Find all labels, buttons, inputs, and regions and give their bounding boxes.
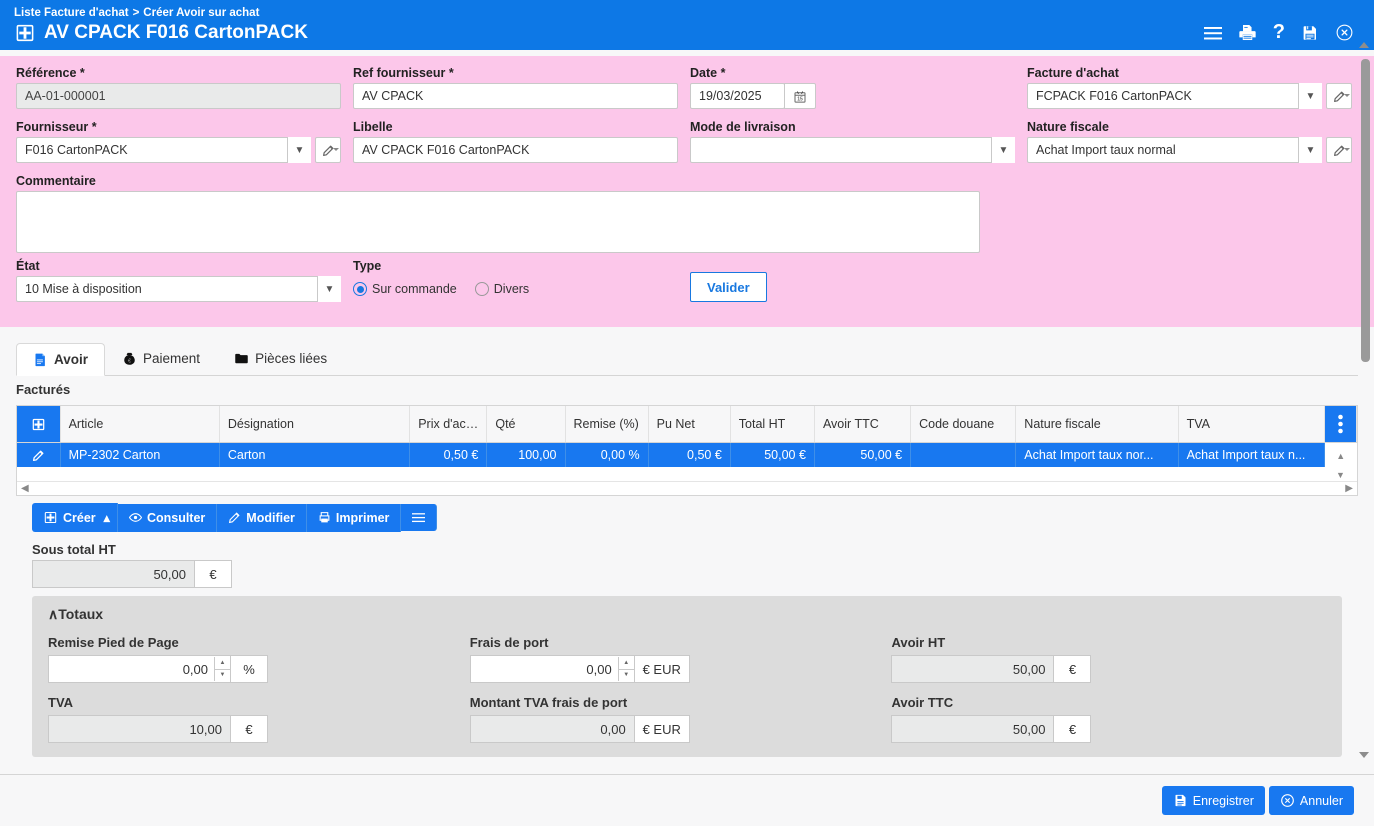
svg-text:15: 15 [797, 96, 803, 102]
svg-text:€: € [128, 359, 131, 365]
